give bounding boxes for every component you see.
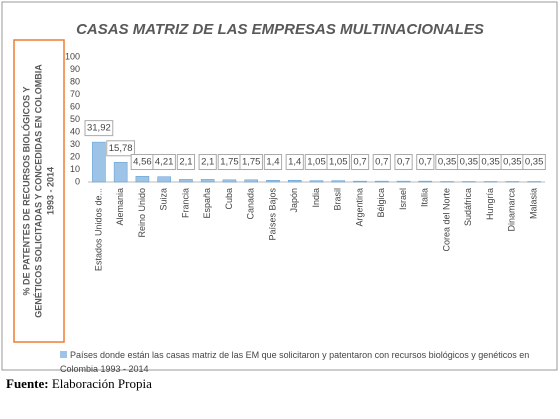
x-tick-label: Sudáfrica <box>463 188 473 226</box>
bar <box>222 179 237 183</box>
bar <box>375 180 389 183</box>
y-tick-label: 60 <box>70 101 80 111</box>
y-axis-label-line: 1993 - 2014 <box>45 167 55 215</box>
value-label: 2,1 <box>179 157 192 168</box>
y-tick-label: 30 <box>70 139 80 149</box>
value-label: 2,1 <box>201 157 214 168</box>
y-tick-label: 70 <box>70 89 80 99</box>
value-label-box <box>263 154 283 171</box>
y-tick-label: 100 <box>65 51 80 61</box>
y-axis-label: % DE PATENTES DE RECURSOS BIOLÓGICOS Y GE… <box>20 64 55 318</box>
y-tick-label: 20 <box>70 151 80 161</box>
y-tick-label: 0 <box>75 176 80 186</box>
value-label: 0,35 <box>525 157 544 168</box>
value-label: 1,05 <box>329 157 348 168</box>
value-label-box <box>285 154 304 171</box>
x-tick-label: Hungría <box>485 188 495 220</box>
x-tick-label: Canada <box>246 188 256 220</box>
value-label: 0,7 <box>353 157 366 168</box>
bar <box>200 179 215 183</box>
value-label: 0,35 <box>460 157 479 168</box>
value-label: 0,35 <box>438 157 457 168</box>
bar <box>179 179 193 183</box>
value-label: 15,78 <box>109 143 133 154</box>
x-tick-label: Argentina <box>354 188 364 227</box>
x-tick-label: Francia <box>180 188 190 218</box>
x-tick-label: Malasia <box>528 188 538 219</box>
chart-title: CASAS MATRIZ DE LAS EMPRESAS MULTINACION… <box>76 21 484 38</box>
x-tick-label: Italia <box>420 188 430 207</box>
source-text: Elaboración Propia <box>51 376 152 391</box>
bar <box>309 180 324 183</box>
x-tick-label: Israel <box>398 188 408 210</box>
bar <box>418 180 433 183</box>
value-label: 0,7 <box>419 157 432 168</box>
x-tick-label: Alemania <box>115 188 125 226</box>
y-tick-label: 80 <box>70 76 80 86</box>
x-tick-label: India <box>311 188 321 208</box>
x-tick-label: Dinamarca <box>507 188 517 232</box>
x-tick-label: Suiza <box>159 188 169 211</box>
x-tick-label: Brasil <box>333 188 343 211</box>
value-label-box <box>522 154 546 171</box>
value-label-box <box>326 154 351 171</box>
value-label: 0,7 <box>375 157 388 168</box>
bar <box>331 180 346 183</box>
value-label: 31,92 <box>87 123 111 134</box>
source-label: Fuente: <box>6 376 49 391</box>
x-tick-label: Japón <box>289 188 299 213</box>
value-label-box <box>394 154 413 171</box>
value-label: 1,05 <box>307 157 326 168</box>
bar <box>266 180 280 183</box>
x-tick-label: Estados Unidos de... <box>93 188 103 271</box>
x-tick-label: Corea del Norte <box>441 188 451 252</box>
x-tick-label: España <box>202 188 212 219</box>
value-label-box <box>198 154 217 171</box>
value-label-box <box>416 154 435 171</box>
bar <box>396 180 411 183</box>
x-tick-label: Bélgica <box>376 188 386 218</box>
chart-border <box>1 1 558 371</box>
value-label-box <box>239 154 263 171</box>
bar <box>157 176 171 183</box>
value-label-box <box>350 154 370 171</box>
source: Fuente: Elaboración Propia <box>6 376 152 392</box>
y-tick-label: 90 <box>70 64 80 74</box>
value-label: 0,35 <box>503 157 522 168</box>
value-label: 0,7 <box>397 157 410 168</box>
value-label-box <box>84 120 114 137</box>
y-tick-label: 40 <box>70 126 80 136</box>
value-label-box <box>372 154 391 171</box>
x-tick-label: Países Bajos <box>267 188 277 241</box>
value-label: 0,35 <box>481 157 500 168</box>
x-tick-label: Reino Unido <box>137 188 147 238</box>
value-label: 1,75 <box>220 157 239 168</box>
bar <box>353 180 367 183</box>
value-label: 1,4 <box>266 157 279 168</box>
x-tick-label: Cuba <box>224 188 234 210</box>
bar <box>92 141 106 183</box>
value-label-box <box>152 154 176 171</box>
legend-swatch <box>60 351 67 358</box>
bar <box>244 179 258 183</box>
ylabel-box <box>13 39 65 343</box>
value-label: 1,4 <box>288 157 301 168</box>
value-label: 4,21 <box>155 157 174 168</box>
y-tick-label: 50 <box>70 114 80 124</box>
value-label: 4,56 <box>133 157 152 168</box>
y-tick-label: 10 <box>70 164 80 174</box>
value-label-box <box>106 140 136 157</box>
value-label-box <box>176 154 196 171</box>
bar <box>287 180 302 183</box>
bar <box>135 176 150 183</box>
bar <box>113 162 128 183</box>
y-axis-label-line: GENÉTICOS SOLICITADAS Y CONCEDIDAS EN CO… <box>33 64 43 318</box>
legend: Países donde están las casas matriz de l… <box>60 348 530 376</box>
y-axis-label-line: % DE PATENTES DE RECURSOS BIOLÓGICOS Y <box>20 86 31 295</box>
legend-label: Países donde están las casas matriz de l… <box>60 350 530 374</box>
value-label: 1,75 <box>242 157 261 168</box>
